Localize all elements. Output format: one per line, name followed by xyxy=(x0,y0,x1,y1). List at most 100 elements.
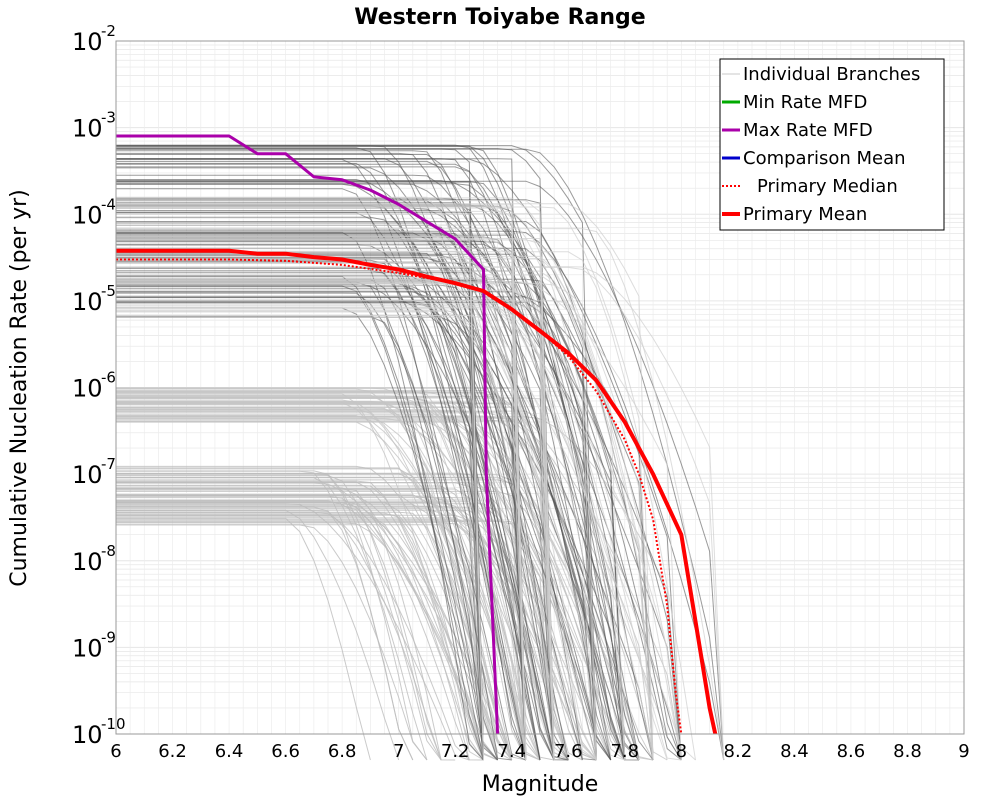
branch-line xyxy=(116,275,498,761)
series-layer xyxy=(116,134,718,735)
y-tick-exponent: -6 xyxy=(101,369,116,387)
x-tick-label: 7.8 xyxy=(610,741,639,762)
branch-line xyxy=(116,470,442,761)
branch-line xyxy=(116,513,484,761)
branch-line xyxy=(116,311,555,761)
x-axis-label: Magnitude xyxy=(482,772,599,797)
branch-line xyxy=(116,248,640,761)
branch-line xyxy=(116,257,626,761)
y-tick-label: 10 xyxy=(72,548,103,576)
branch-line xyxy=(116,272,484,761)
branch-line xyxy=(116,278,668,761)
axis-ticks: 6 6.2 6.4 6.6 6.8 7 7.2 7.4 7.6 7.8 8 8.2 8.4 8.6 8.8 9… xyxy=(72,22,970,762)
branch-line xyxy=(116,204,527,761)
branch-line xyxy=(116,231,484,761)
x-tick-label: 6 xyxy=(110,741,121,762)
x-tick-label: 8.4 xyxy=(780,741,809,762)
x-tick-label: 6.6 xyxy=(271,741,300,762)
branch-line xyxy=(116,224,527,761)
branch-line xyxy=(116,148,555,761)
branch-line xyxy=(116,188,499,761)
branch-line xyxy=(116,252,569,761)
branch-line xyxy=(116,400,597,761)
branch-line xyxy=(116,145,597,761)
branch-line xyxy=(116,245,484,761)
branch-line xyxy=(116,216,555,761)
branch-line xyxy=(116,396,555,761)
branch-line xyxy=(116,315,484,761)
branch-line xyxy=(116,387,527,761)
x-tick-label: 8 xyxy=(676,741,687,762)
branch-line xyxy=(116,410,555,761)
branch-line xyxy=(116,516,484,761)
branch-line xyxy=(116,501,470,761)
y-tick-exponent: -3 xyxy=(101,109,116,127)
branch-line xyxy=(116,285,484,761)
branch-line xyxy=(116,239,597,761)
y-axis-label: Cumulative Nucleation Rate (per yr) xyxy=(7,189,32,587)
branch-line xyxy=(116,396,583,761)
branch-line xyxy=(116,495,498,761)
branch-line xyxy=(116,310,555,761)
y-tick-label: 10 xyxy=(72,721,103,749)
x-tick-label: 8.6 xyxy=(837,741,866,762)
series-line xyxy=(116,258,683,735)
legend: Individual Branches Min Rate MFD Max Rate … xyxy=(719,58,945,231)
branch-line xyxy=(116,509,400,761)
branch-line xyxy=(116,306,555,761)
branch-line xyxy=(116,255,682,761)
y-tick-exponent: -7 xyxy=(101,455,116,473)
branch-line xyxy=(116,465,527,761)
branch-line xyxy=(116,409,555,761)
branch-line xyxy=(116,211,484,761)
branch-line xyxy=(116,401,484,761)
branch-line xyxy=(116,520,626,761)
branch-line xyxy=(116,206,654,761)
y-tick-exponent: -2 xyxy=(101,22,116,40)
branch-line xyxy=(116,266,725,761)
branch-line xyxy=(116,174,484,761)
y-tick-label: 10 xyxy=(72,115,103,143)
branch-line xyxy=(116,487,456,761)
branch-line xyxy=(116,387,527,761)
branch-line xyxy=(116,505,442,761)
branch-line xyxy=(116,508,527,761)
legend-label: Primary Median xyxy=(757,176,898,197)
branch-line xyxy=(116,158,682,761)
branch-line xyxy=(116,236,626,761)
branch-line xyxy=(116,203,654,761)
branch-line xyxy=(116,417,555,761)
branch-line xyxy=(116,399,527,761)
branch-line xyxy=(116,145,640,761)
x-tick-label: 6.8 xyxy=(328,741,357,762)
branch-line xyxy=(116,166,626,761)
branch-line xyxy=(116,276,555,761)
legend-label: Primary Mean xyxy=(743,204,867,225)
branch-line xyxy=(116,296,626,761)
branch-line xyxy=(116,302,583,761)
legend-label: Min Rate MFD xyxy=(743,92,867,113)
branch-line xyxy=(116,394,541,761)
branch-line xyxy=(116,280,625,761)
branch-line xyxy=(116,147,527,761)
branch-line xyxy=(116,180,654,761)
series-line xyxy=(116,134,500,735)
x-tick-label: 7.2 xyxy=(441,741,470,762)
branch-line xyxy=(116,309,597,761)
y-tick-exponent: -10 xyxy=(101,715,126,733)
branch-line xyxy=(116,292,527,761)
branch-line xyxy=(116,234,527,761)
branch-line xyxy=(116,290,626,761)
branch-line xyxy=(116,200,555,761)
y-tick-label: 10 xyxy=(72,375,103,403)
y-tick-exponent: -8 xyxy=(101,542,116,560)
branch-line xyxy=(116,468,541,761)
branch-line xyxy=(116,235,527,761)
branch-line xyxy=(116,231,555,761)
x-tick-label: 8.2 xyxy=(724,741,753,762)
branch-line xyxy=(116,501,555,761)
x-tick-label: 7.4 xyxy=(497,741,526,762)
y-tick-exponent: -5 xyxy=(101,282,116,300)
plot-frame xyxy=(115,40,965,735)
